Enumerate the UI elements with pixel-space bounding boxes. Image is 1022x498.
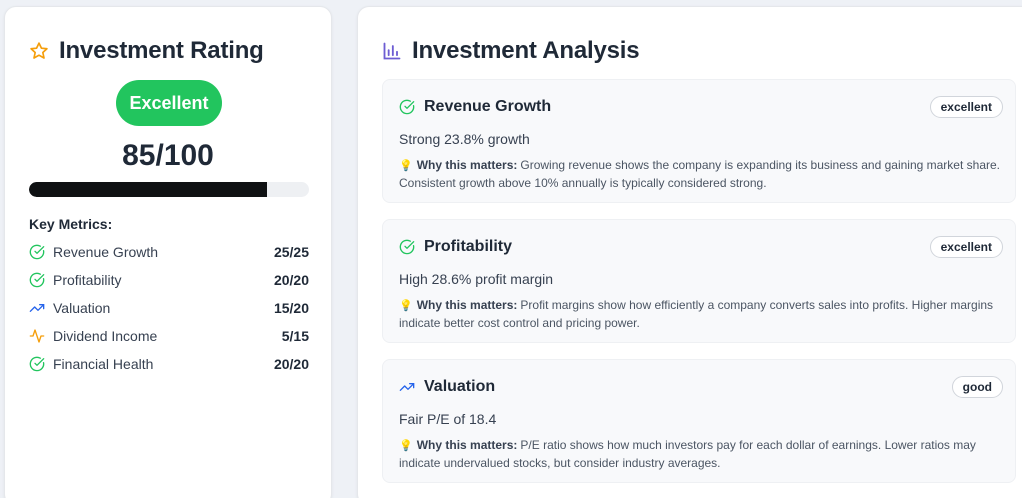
lightbulb-icon: 💡: [399, 440, 413, 452]
metric-value: 25/25: [273, 244, 309, 260]
rating-progress-bar: [29, 182, 309, 197]
item-header: Revenue Growth: [399, 98, 551, 116]
why-this-matters: 💡 Why this matters: Profit margins show ho…: [399, 297, 1003, 332]
item-description: Fair P/E of 18.4: [399, 411, 497, 427]
rating-title: Investment Rating: [59, 37, 264, 64]
item-header: Profitability: [399, 238, 512, 256]
investment-analysis-card: Investment Analysis Revenue Growth excel…: [357, 6, 1022, 498]
why-text: Growing revenue shows the company is exp…: [399, 158, 1000, 190]
metric-value: 20/20: [273, 356, 309, 372]
trending-up-icon: [29, 300, 45, 316]
metric-value: 15/20: [273, 300, 309, 316]
why-text: Profit margins show how efficiently a co…: [399, 298, 994, 330]
key-metrics-title: Key Metrics:: [29, 216, 113, 232]
metric-label: Valuation: [53, 300, 111, 316]
rating-score: 85/100: [122, 139, 214, 172]
metric-row-valuation: Valuation 15/20: [29, 298, 309, 318]
star-icon: [29, 41, 49, 61]
lightbulb-icon: 💡: [399, 300, 413, 312]
rating-header: Investment Rating: [29, 37, 264, 65]
metric-row-financial-health: Financial Health 20/20: [29, 354, 309, 374]
why-label: Why this matters:: [416, 298, 518, 312]
item-title: Valuation: [424, 378, 496, 395]
why-this-matters: 💡 Why this matters: P/E ratio shows how mu…: [399, 437, 1003, 472]
status-badge: excellent: [929, 236, 1003, 258]
analysis-header: Investment Analysis: [382, 37, 640, 65]
investment-rating-card: Investment Rating Excellent 85/100 Key M…: [4, 6, 332, 498]
analysis-item-valuation: Valuation good Fair P/E of 18.4 💡 Why thi…: [382, 359, 1016, 483]
check-circle-icon: [29, 244, 45, 260]
check-circle-icon: [399, 99, 415, 115]
item-title: Profitability: [424, 238, 513, 255]
status-badge: excellent: [929, 96, 1003, 118]
check-circle-icon: [399, 239, 415, 255]
lightbulb-icon: 💡: [399, 160, 413, 172]
why-label: Why this matters:: [416, 158, 518, 172]
metric-row-revenue-growth: Revenue Growth 25/25: [29, 242, 309, 262]
item-title: Revenue Growth: [424, 98, 552, 115]
why-text: P/E ratio shows how much investors pay f…: [399, 438, 976, 470]
metric-row-profitability: Profitability 20/20: [29, 270, 309, 290]
rating-progress-fill: [29, 182, 267, 197]
trending-up-icon: [399, 379, 415, 395]
metric-label: Profitability: [53, 272, 122, 288]
metric-label: Financial Health: [53, 356, 154, 372]
check-circle-icon: [29, 272, 45, 288]
why-this-matters: 💡 Why this matters: Growing revenue shows …: [399, 157, 1003, 192]
activity-icon: [29, 328, 45, 344]
item-description: Strong 23.8% growth: [399, 131, 530, 147]
metric-value: 20/20: [273, 272, 309, 288]
item-description: High 28.6% profit margin: [399, 271, 554, 287]
check-circle-icon: [29, 356, 45, 372]
bar-chart-icon: [382, 41, 402, 61]
status-badge: good: [951, 376, 1003, 398]
analysis-item-revenue-growth: Revenue Growth excellent Strong 23.8% gr…: [382, 79, 1016, 203]
metric-row-dividend-income: Dividend Income 5/15: [29, 326, 309, 346]
metric-label: Revenue Growth: [53, 244, 159, 260]
why-label: Why this matters:: [416, 438, 518, 452]
metric-value: 5/15: [281, 328, 309, 344]
analysis-title: Investment Analysis: [412, 37, 640, 64]
metric-label: Dividend Income: [53, 328, 158, 344]
rating-badge: Excellent: [116, 80, 222, 126]
analysis-item-profitability: Profitability excellent High 28.6% profi…: [382, 219, 1016, 343]
item-header: Valuation: [399, 378, 495, 396]
